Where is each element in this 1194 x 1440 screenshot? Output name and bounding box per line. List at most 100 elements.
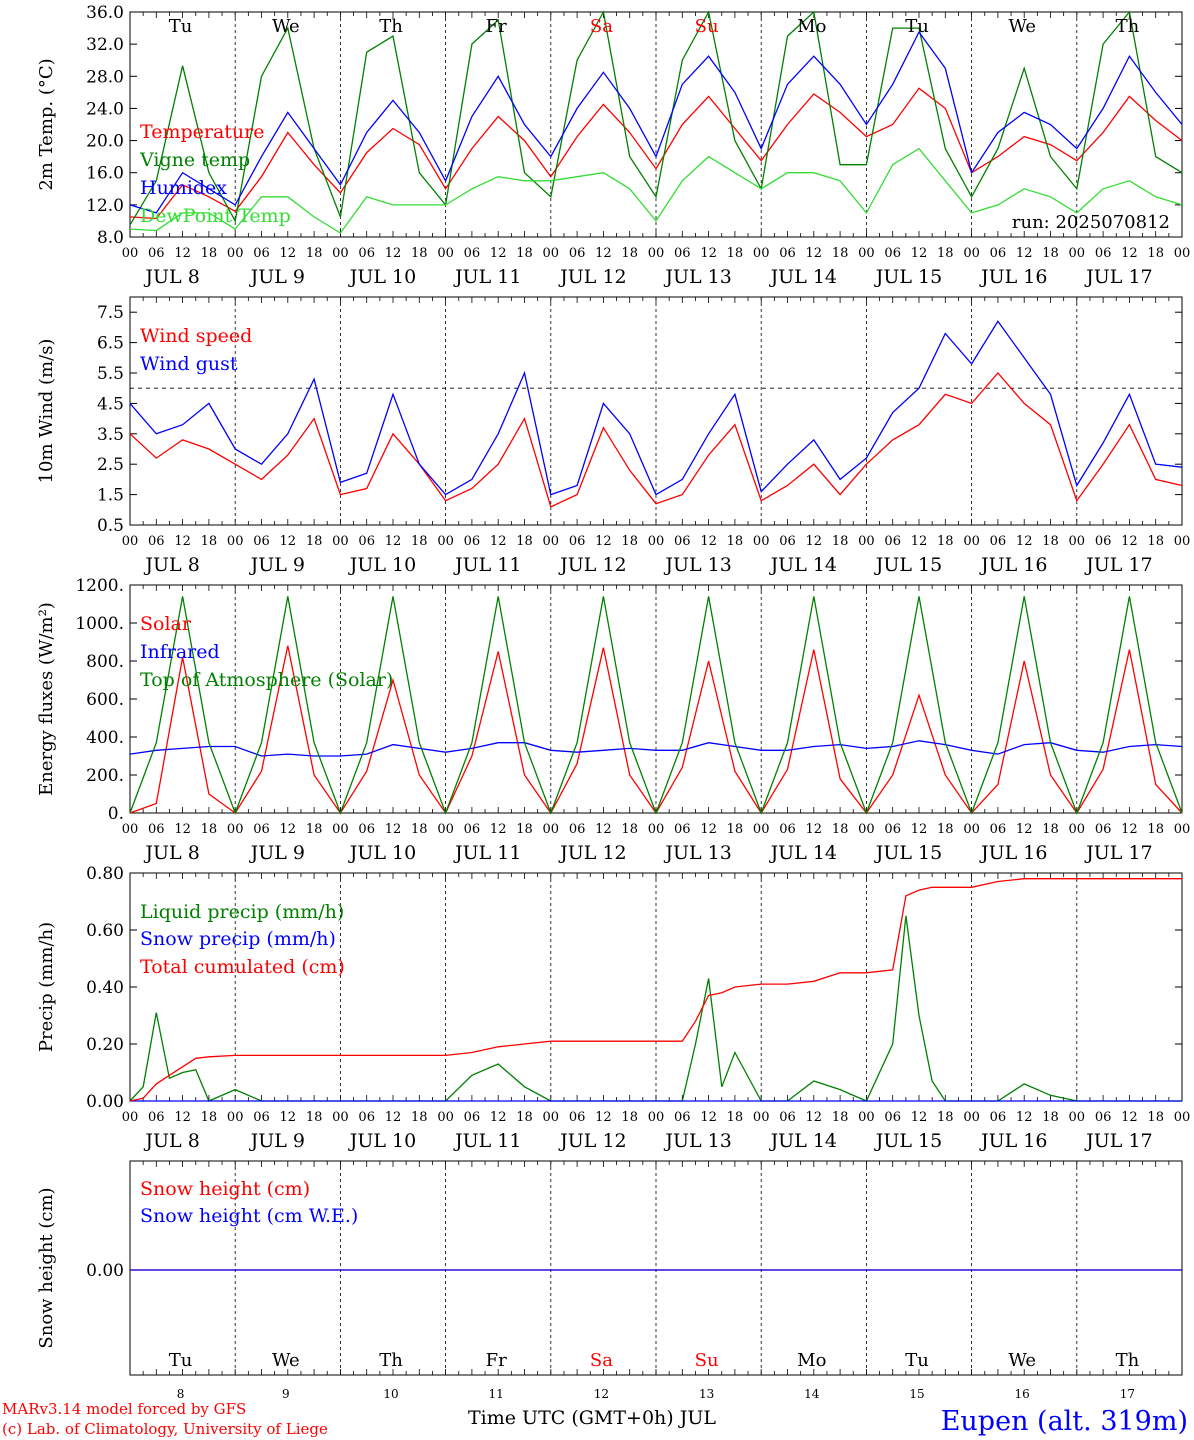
date-label: JUL 13 (663, 266, 731, 288)
hour-tick-label: 06 (1095, 822, 1112, 837)
hour-tick-label: 18 (516, 246, 533, 261)
y-tick-label: 4.5 (97, 394, 124, 414)
y-tick-label: 24.0 (86, 99, 124, 119)
y-tick-label: 12.0 (86, 196, 124, 216)
weekday-label: Su (695, 16, 719, 37)
weekday-label: Th (1116, 1350, 1140, 1371)
hour-tick-label: 18 (727, 534, 744, 549)
y-tick-label: 1200. (75, 576, 124, 596)
legend-entry: Snow height (cm) (140, 1178, 310, 1200)
hour-tick-label: 12 (490, 822, 507, 837)
hour-tick-label: 06 (569, 1110, 586, 1125)
date-label: JUL 15 (874, 1130, 942, 1152)
weekday-label: Tu (905, 1350, 929, 1371)
y-tick-label: 1.5 (97, 486, 124, 506)
hour-tick-label: 06 (779, 246, 796, 261)
hour-tick-label: 06 (990, 534, 1007, 549)
weekday-label: Tu (169, 1350, 193, 1371)
hour-tick-label: 12 (806, 246, 823, 261)
weekday-label: We (1008, 1350, 1036, 1371)
hour-tick-label: 00 (753, 1110, 770, 1125)
hour-tick-label: 18 (937, 534, 954, 549)
hour-tick-label: 00 (437, 822, 454, 837)
hour-tick-label: 00 (543, 246, 560, 261)
hour-tick-label: 00 (543, 1110, 560, 1125)
date-label: JUL 17 (1084, 1130, 1152, 1152)
y-tick-label: 0. (108, 804, 124, 824)
hour-tick-label: 18 (832, 246, 849, 261)
weekday-label: Mo (797, 1350, 826, 1371)
date-label: JUL 11 (453, 842, 521, 864)
hour-tick-label: 12 (490, 246, 507, 261)
hour-tick-label: 00 (227, 1110, 244, 1125)
hour-tick-label: 18 (306, 822, 323, 837)
hour-tick-label: 18 (516, 822, 533, 837)
legend-entry: Wind speed (140, 325, 252, 347)
hour-tick-label: 12 (385, 822, 402, 837)
weekday-label: Mo (797, 16, 826, 37)
date-label: JUL 14 (769, 266, 837, 288)
weekday-label: Th (1116, 16, 1140, 37)
hour-tick-label: 06 (884, 246, 901, 261)
y-tick-label: 0.60 (86, 921, 124, 941)
hour-tick-label: 06 (464, 246, 481, 261)
hour-tick-label: 06 (148, 1110, 165, 1125)
hour-tick-label: 06 (1095, 1110, 1112, 1125)
hour-tick-label: 18 (937, 822, 954, 837)
series-line-dewpoint (129, 147, 1183, 234)
hour-tick-label: 06 (884, 534, 901, 549)
series-line-wind-gust (129, 320, 1183, 496)
day-number-label: 8 (177, 1387, 185, 1401)
date-label: JUL 14 (769, 842, 837, 864)
hour-tick-label: 06 (779, 1110, 796, 1125)
hour-tick-label: 18 (1147, 1110, 1164, 1125)
hour-tick-label: 18 (1042, 1110, 1059, 1125)
hour-tick-label: 06 (674, 822, 691, 837)
hour-tick-label: 18 (832, 822, 849, 837)
hour-tick-label: 18 (832, 534, 849, 549)
hour-tick-label: 00 (858, 246, 875, 261)
hour-tick-label: 18 (411, 246, 428, 261)
legend-entry: Humidex (140, 177, 227, 199)
hour-tick-label: 18 (516, 534, 533, 549)
hour-tick-label: 06 (1095, 534, 1112, 549)
hour-tick-label: 00 (332, 246, 349, 261)
panel-precip: 0.00 0.20 0.40 0.60 0.80 Precip (mm/h) Liquid … (36, 864, 1190, 1152)
hour-tick-label: 18 (621, 1110, 638, 1125)
hour-tick-label: 12 (806, 822, 823, 837)
y-tick-label: 0.00 (86, 1261, 124, 1281)
y-tick-label: 0.00 (86, 1092, 124, 1112)
legend-entry: Total cumulated (cm) (140, 956, 345, 978)
day-number-label: 12 (594, 1387, 609, 1401)
y-tick-label: 6.5 (97, 334, 124, 354)
hour-tick-label: 18 (1147, 822, 1164, 837)
hour-tick-label: 00 (227, 822, 244, 837)
date-label: JUL 12 (558, 554, 626, 576)
hour-tick-label: 06 (148, 822, 165, 837)
hour-tick-label: 00 (648, 822, 665, 837)
hour-tick-label: 00 (648, 246, 665, 261)
hour-tick-label: 00 (122, 534, 139, 549)
y-axis-label: Snow height (cm) (36, 1187, 57, 1348)
date-label: JUL 10 (348, 1130, 416, 1152)
date-label: JUL 15 (874, 266, 942, 288)
hour-tick-label: 18 (937, 1110, 954, 1125)
hour-tick-label: 12 (280, 246, 297, 261)
date-label: JUL 14 (769, 1130, 837, 1152)
hour-tick-label: 12 (1016, 534, 1033, 549)
hour-tick-label: 12 (806, 534, 823, 549)
series-line-cumulated (129, 878, 1182, 1102)
weekday-label: Sa (590, 16, 613, 37)
hour-tick-label: 06 (779, 534, 796, 549)
hour-tick-label: 12 (595, 822, 612, 837)
hour-tick-label: 06 (358, 822, 375, 837)
hour-tick-label: 00 (227, 534, 244, 549)
hour-tick-label: 00 (858, 1110, 875, 1125)
hour-tick-label: 12 (806, 1110, 823, 1125)
weekday-label: We (1008, 16, 1036, 37)
hour-tick-label: 18 (621, 246, 638, 261)
date-label: JUL 11 (453, 1130, 521, 1152)
hour-tick-label: 06 (779, 822, 796, 837)
day-number-label: 10 (383, 1387, 398, 1401)
date-label: JUL 17 (1084, 266, 1152, 288)
